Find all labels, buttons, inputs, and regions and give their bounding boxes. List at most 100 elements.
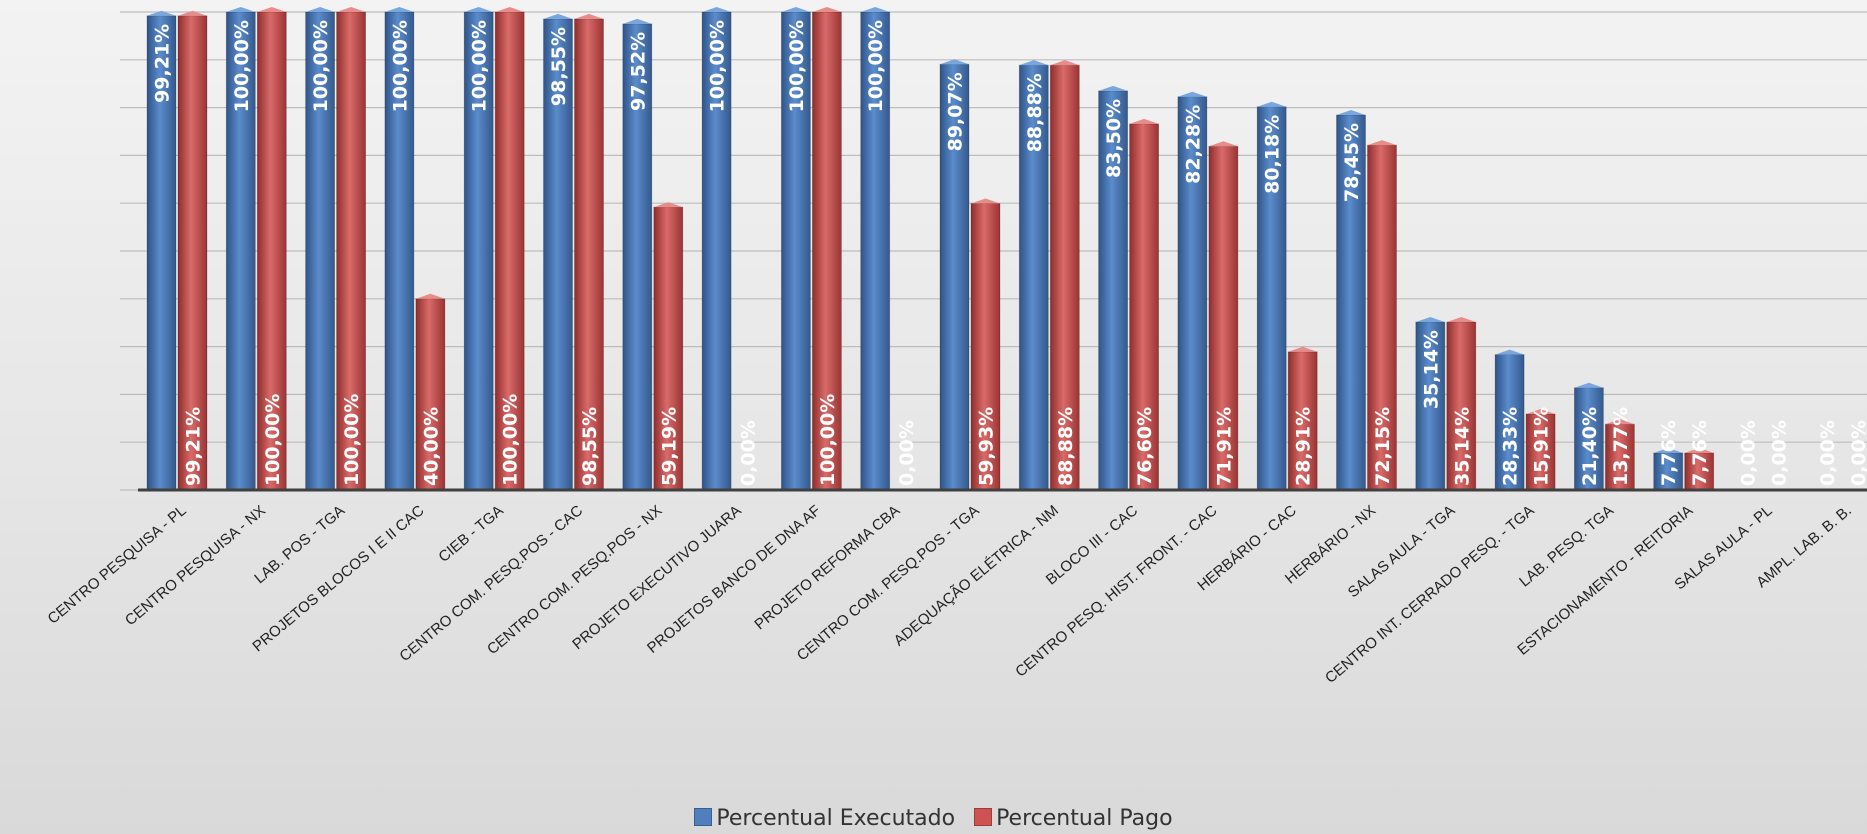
bar-pago [1525, 413, 1556, 491]
bar-pago [1208, 145, 1239, 491]
data-label-pago: 100,00% [817, 394, 839, 486]
data-label-pago: 98,55% [579, 407, 601, 486]
bar-cap-executado [226, 7, 256, 12]
bar-executado [701, 11, 732, 491]
bar-cap-executado [1336, 110, 1366, 116]
bar-executado [1018, 64, 1049, 491]
bar-cap-pago [1446, 317, 1476, 323]
data-label-pago: 100,00% [341, 394, 363, 486]
bar-cap-pago [812, 7, 842, 12]
data-label-executado: 28,33% [1500, 407, 1522, 486]
data-label-executado: 99,21% [152, 24, 174, 103]
data-label-executado: 89,07% [945, 72, 967, 151]
bar-pago [1367, 144, 1397, 491]
bar-cap-pago [574, 13, 604, 19]
bar-cap-pago [495, 7, 525, 12]
data-label-executado: 21,40% [1579, 407, 1601, 486]
bar-executado [1415, 321, 1446, 491]
legend-label-pago: Percentual Pago [996, 806, 1173, 831]
legend: Percentual Executado Percentual Pago [0, 806, 1867, 831]
bar-cap-executado [1495, 349, 1525, 355]
bar-cap-executado [464, 7, 494, 12]
data-label-executado: 88,88% [1024, 73, 1046, 152]
legend-label-executado: Percentual Executado [716, 806, 956, 831]
bar-executado [939, 63, 970, 491]
bar-cap-executado [384, 7, 414, 12]
category-label: ADEQUAÇÃO ELÉTRICA - NM [891, 502, 1062, 649]
data-label-pago: 59,93% [976, 407, 998, 486]
data-label-pago: 59,19% [658, 407, 680, 486]
data-label-pago: 76,60% [1134, 407, 1156, 486]
data-label-pago: 99,21% [183, 407, 205, 486]
data-label-pago: 28,91% [1293, 407, 1315, 486]
bar-cap-executado [1177, 91, 1207, 97]
data-label-executado: 100,00% [707, 20, 729, 112]
category-label: CIEB - TGA [435, 502, 506, 566]
bar-cap-executado [781, 7, 811, 12]
data-label-executado: 7,76% [1658, 420, 1680, 486]
data-label-executado: 98,55% [548, 27, 570, 106]
bar-pago [1605, 423, 1635, 491]
bar-pago [1287, 351, 1318, 491]
bar-cap-pago [1129, 118, 1159, 124]
data-label-executado: 80,18% [1262, 115, 1284, 194]
category-label: PROJETO REFORMA CBA [751, 502, 903, 633]
data-label-executado: 83,50% [1103, 99, 1125, 178]
data-label-pago: 15,91% [1531, 407, 1553, 486]
category-label: CENTRO PESQUISA - PL [45, 502, 190, 628]
category-label: PROJETOS BANCO DE DNA AF [644, 502, 824, 657]
bar-cap-pago [1684, 447, 1714, 453]
data-label-pago: 7,76% [1689, 420, 1711, 486]
bar-cap-pago [178, 10, 207, 16]
bar-cap-pago [257, 7, 287, 12]
bar-pago [1129, 123, 1159, 491]
bar-cap-pago [1050, 60, 1080, 66]
bar-cap-executado [702, 7, 732, 12]
bar-executado [622, 23, 653, 491]
data-label-executado: 0,00% [1738, 420, 1760, 486]
data-label-executado: 100,00% [231, 20, 253, 112]
bar-cap-executado [1019, 60, 1049, 66]
bar-executado [384, 11, 415, 491]
bar-executado [1098, 90, 1128, 491]
data-label-executado: 100,00% [469, 20, 491, 112]
data-label-executado: 100,00% [389, 20, 411, 112]
bar-cap-pago [1208, 141, 1238, 147]
bar-cap-pago [336, 7, 366, 12]
data-label-pago: 0,00% [1848, 420, 1867, 486]
bar-cap-pago [1526, 408, 1556, 414]
category-label: PROJETO EXECUTIVO JUARA [569, 502, 744, 653]
bar-cap-pago [415, 293, 445, 299]
category-label: PROJETOS BLOCOS I E II CAC [249, 502, 427, 655]
bar-cap-executado [940, 59, 969, 65]
data-label-executado: 78,45% [1341, 123, 1363, 202]
data-label-pago: 100,00% [262, 394, 284, 486]
data-label-executado: 82,28% [1182, 105, 1204, 184]
data-label-pago: 100,00% [500, 394, 522, 486]
data-label-pago: 35,14% [1451, 407, 1473, 486]
bar-executado [781, 11, 811, 491]
bar-executado [1653, 452, 1684, 491]
data-labels: 99,21% 99,21% 100,00% 100,00% 100,00% 100,00%… [152, 20, 1867, 486]
data-label-executado: 100,00% [786, 20, 808, 112]
bar-cap-executado [1098, 85, 1128, 91]
bar-executado [463, 11, 494, 491]
bars [146, 7, 1715, 491]
data-label-executado: 0,00% [1817, 420, 1839, 486]
data-label-pago: 71,91% [1213, 407, 1235, 486]
bar-cap-pago [971, 198, 1000, 204]
legend-swatch-executado [694, 808, 713, 826]
bar-pago [415, 298, 446, 491]
bar-cap-executado [860, 7, 890, 12]
bar-cap-executado [305, 7, 335, 12]
bar-cap-executado [1415, 317, 1445, 323]
bar-executado [146, 15, 177, 491]
data-label-executado: 97,52% [627, 32, 649, 111]
bar-cap-executado [1257, 101, 1287, 107]
data-label-pago: 0,00% [738, 420, 760, 486]
bar-cap-pago [653, 202, 683, 208]
bar-executado [1574, 387, 1604, 491]
bar-pago [1446, 321, 1477, 491]
